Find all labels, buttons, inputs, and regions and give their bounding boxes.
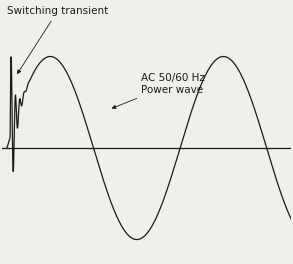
Text: Switching transient: Switching transient bbox=[7, 6, 108, 73]
Text: AC 50/60 Hz
Power wave: AC 50/60 Hz Power wave bbox=[113, 73, 205, 109]
